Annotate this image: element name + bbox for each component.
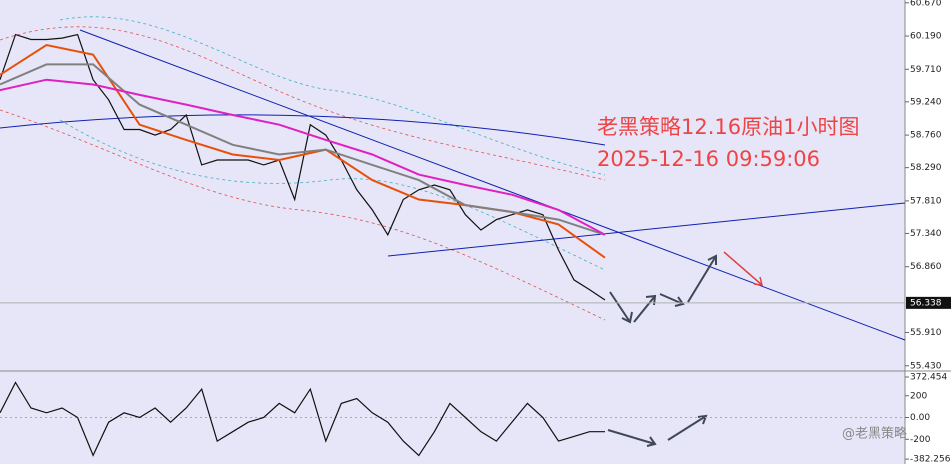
arrow-head — [645, 294, 657, 306]
y-tick-label: 60.190 — [910, 32, 942, 42]
y-tick-label: 0.00 — [910, 413, 930, 423]
series-line — [0, 63, 606, 236]
y-tick-label: 200 — [910, 391, 927, 401]
series-line — [0, 78, 606, 236]
band-upper-2 — [59, 16, 606, 176]
price-marker-label: 56.338 — [910, 298, 942, 308]
arrow-head — [707, 254, 717, 265]
arrow — [609, 291, 631, 323]
y-tick-label: 372.454 — [910, 372, 947, 382]
y-tick-label: -382.256 — [910, 455, 951, 464]
series-line — [0, 381, 605, 457]
y-tick-label: 59.240 — [910, 97, 942, 107]
y-tick-label: 56.860 — [910, 262, 942, 272]
y-tick-label: 57.810 — [910, 196, 942, 206]
arrow — [723, 251, 763, 286]
arrow — [633, 295, 656, 323]
price-marker-box — [906, 296, 951, 309]
trend-line-up — [387, 202, 906, 257]
arrow-head — [621, 311, 633, 324]
series-line — [0, 33, 606, 301]
y-tick-label: 58.760 — [910, 131, 942, 141]
trend-lines — [0, 29, 906, 341]
chart-title: 老黑策略12.16原油1小时图 — [597, 115, 859, 139]
arrow-head — [674, 296, 685, 307]
arrow — [667, 415, 707, 441]
trend-line-down — [79, 29, 906, 341]
y-tick-label: 55.910 — [910, 328, 942, 338]
band-lower-2 — [59, 119, 606, 271]
arrow-head — [753, 276, 763, 286]
trend-line-mid — [0, 114, 606, 146]
arrow — [607, 429, 656, 445]
arrows — [607, 254, 717, 447]
watermark: @老黑策略 — [842, 426, 907, 442]
y-tick-label: 57.340 — [910, 229, 942, 239]
chart-subtitle: 2025-12-16 09:59:06 — [597, 147, 820, 171]
band-upper — [0, 26, 606, 181]
arrow-head — [697, 414, 708, 425]
arrow — [659, 293, 684, 305]
y-tick-label: 55.430 — [910, 361, 942, 371]
y-tick-label: 60.670 — [910, 0, 942, 8]
y-tick-label: 58.290 — [910, 163, 942, 173]
arrow-head — [646, 436, 657, 447]
red-arrow — [723, 251, 763, 286]
axis-background — [905, 0, 951, 464]
plot-background — [0, 0, 905, 464]
y-tick-label: -200 — [910, 435, 931, 445]
band-lower — [0, 109, 606, 321]
arrow — [687, 255, 717, 303]
y-tick-label: 59.710 — [910, 65, 942, 75]
bands — [0, 16, 606, 321]
